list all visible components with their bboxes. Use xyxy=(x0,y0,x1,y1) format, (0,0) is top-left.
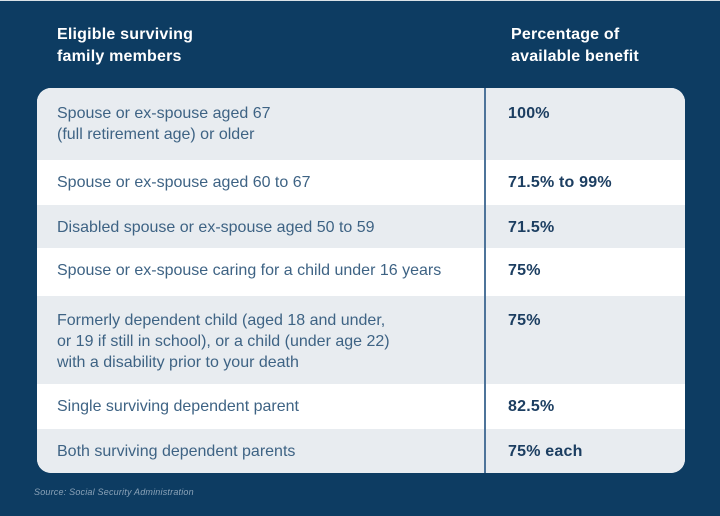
member-cell: Single surviving dependent parent xyxy=(57,398,299,415)
column-divider xyxy=(484,88,486,473)
member-cell: Disabled spouse or ex-spouse aged 50 to … xyxy=(57,219,375,236)
member-cell: Spouse or ex-spouse aged 67 (full retire… xyxy=(57,105,271,143)
member-cell: Spouse or ex-spouse aged 60 to 67 xyxy=(57,174,311,191)
column-header-members: Eligible surviving family members xyxy=(57,26,194,65)
benefit-cell: 71.5% xyxy=(508,219,555,236)
column-header-percentage: Percentage of available benefit xyxy=(511,26,639,65)
member-cell: Spouse or ex-spouse caring for a child u… xyxy=(57,262,442,279)
benefit-cell: 100% xyxy=(508,105,550,122)
table-row: Disabled spouse or ex-spouse aged 50 to … xyxy=(37,205,685,248)
table-row: Spouse or ex-spouse aged 60 to 67 71.5% … xyxy=(37,160,685,205)
table-row: Both surviving dependent parents 75% eac… xyxy=(37,429,685,473)
benefit-cell: 82.5% xyxy=(508,398,555,415)
member-cell: Formerly dependent child (aged 18 and un… xyxy=(57,312,390,371)
benefit-cell: 71.5% to 99% xyxy=(508,174,612,191)
benefit-cell: 75% each xyxy=(508,443,583,460)
benefits-table: Spouse or ex-spouse aged 67 (full retire… xyxy=(37,88,685,473)
table-row: Spouse or ex-spouse caring for a child u… xyxy=(37,248,685,296)
table-row: Spouse or ex-spouse aged 67 (full retire… xyxy=(37,88,685,160)
table-row: Formerly dependent child (aged 18 and un… xyxy=(37,296,685,384)
member-cell: Both surviving dependent parents xyxy=(57,443,296,460)
benefit-cell: 75% xyxy=(508,262,541,279)
table-row: Single surviving dependent parent 82.5% xyxy=(37,384,685,429)
benefit-cell: 75% xyxy=(508,312,541,329)
source-attribution: Source: Social Security Administration xyxy=(34,487,194,497)
